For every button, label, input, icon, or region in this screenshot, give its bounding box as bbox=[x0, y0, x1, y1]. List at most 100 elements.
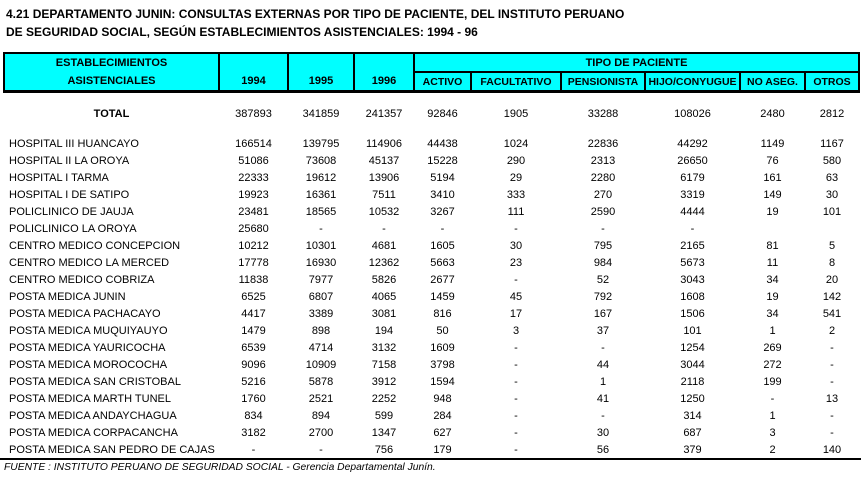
total-value: 33288 bbox=[587, 107, 619, 120]
cell-value: 1608 bbox=[680, 290, 705, 303]
cell-value: 10532 bbox=[368, 205, 400, 218]
cell-value: 25680 bbox=[238, 222, 269, 235]
cell-value: 19 bbox=[766, 205, 779, 218]
total-value: 2812 bbox=[819, 107, 845, 120]
cell-value: - bbox=[514, 341, 518, 354]
header-no-aseg: NO ASEG. bbox=[739, 71, 806, 94]
total-value: 241357 bbox=[365, 107, 403, 120]
cell-value: - bbox=[601, 409, 605, 422]
header-otros: OTROS bbox=[804, 71, 860, 94]
cell-value: 834 bbox=[244, 409, 263, 422]
spacer-row bbox=[4, 123, 859, 136]
cell-value: 379 bbox=[683, 443, 702, 456]
cell-value: 5663 bbox=[430, 256, 455, 269]
cell-value: 2677 bbox=[430, 273, 455, 286]
table-row: POSTA MEDICA SAN PEDRO DE CAJAS - - 756 … bbox=[4, 442, 859, 459]
cell-value: 627 bbox=[433, 426, 452, 439]
establishment-name: POSTA MEDICA SAN CRISTOBAL bbox=[9, 375, 181, 388]
cell-value: 56 bbox=[596, 443, 610, 456]
cell-value: 2313 bbox=[590, 154, 616, 167]
cell-value: 63 bbox=[825, 171, 839, 184]
cell-value: 1760 bbox=[241, 392, 266, 405]
establishment-name: POSTA MEDICA JUNIN bbox=[9, 290, 126, 303]
cell-value: - bbox=[514, 443, 518, 456]
table-header: ESTABLECIMIENTOS ASISTENCIALES 1994 1995… bbox=[3, 51, 860, 94]
establishment-name: POSTA MEDICA ANDAYCHAGUA bbox=[9, 409, 177, 422]
cell-value: 161 bbox=[763, 171, 782, 184]
cell-value: 22836 bbox=[587, 137, 619, 150]
table-row: HOSPITAL I TARMA 22333 19612 13906 5194 … bbox=[4, 170, 859, 187]
table-row: POLICLINICO LA OROYA 25680 - - - - - - bbox=[4, 221, 859, 238]
table-row: POLICLINICO DE JAUJA 23481 18565 10532 3… bbox=[4, 204, 859, 221]
total-value: 92846 bbox=[427, 107, 458, 120]
cell-value: 1254 bbox=[680, 341, 705, 354]
table-row: HOSPITAL III HUANCAYO 166514 139795 1149… bbox=[4, 136, 859, 153]
cell-value: - bbox=[830, 358, 834, 371]
cell-value: 7158 bbox=[371, 358, 397, 371]
cell-value: 898 bbox=[311, 324, 331, 337]
cell-value: 3798 bbox=[430, 358, 455, 371]
cell-value: 4444 bbox=[680, 205, 705, 218]
table-row: POSTA MEDICA MARTH TUNEL 1760 2521 2252 … bbox=[4, 391, 859, 408]
cell-value: 20 bbox=[825, 273, 839, 286]
establishment-name: POLICLINICO LA OROYA bbox=[9, 222, 137, 235]
cell-value: 45137 bbox=[368, 154, 400, 167]
cell-value: - bbox=[830, 426, 834, 439]
cell-value: 17778 bbox=[238, 256, 269, 269]
cell-value: 3043 bbox=[680, 273, 705, 286]
header-pensionista: PENSIONISTA bbox=[560, 71, 646, 94]
cell-value: 101 bbox=[822, 205, 842, 218]
cell-value: 2252 bbox=[371, 392, 397, 405]
cell-value: 111 bbox=[507, 205, 525, 218]
cell-value: 15228 bbox=[427, 154, 458, 167]
cell-value: 51086 bbox=[238, 154, 269, 167]
cell-value: 23481 bbox=[238, 205, 269, 218]
cell-value: 1609 bbox=[430, 341, 455, 354]
cell-value: - bbox=[514, 426, 518, 439]
cell-value: 1149 bbox=[760, 137, 785, 150]
cell-value: 599 bbox=[374, 409, 394, 422]
total-value: 108026 bbox=[674, 107, 711, 120]
table-row: POSTA MEDICA SAN CRISTOBAL 5216 5878 391… bbox=[4, 374, 859, 391]
cell-value: 4681 bbox=[371, 239, 397, 252]
cell-value: 29 bbox=[509, 171, 523, 184]
cell-value: 948 bbox=[433, 392, 452, 405]
cell-value: 139795 bbox=[302, 137, 340, 150]
cell-value: 16361 bbox=[305, 188, 337, 201]
cell-value: 5826 bbox=[371, 273, 397, 286]
cell-value: 50 bbox=[436, 324, 449, 337]
cell-value: 44292 bbox=[677, 137, 708, 150]
cell-value: 1459 bbox=[430, 290, 455, 303]
cell-value: 5878 bbox=[308, 375, 334, 388]
header-establecimientos-line2: ASISTENCIALES bbox=[67, 75, 156, 87]
cell-value: 45 bbox=[509, 290, 523, 303]
cell-value: 687 bbox=[683, 426, 702, 439]
table-row: HOSPITAL I DE SATIPO 19923 16361 7511 34… bbox=[4, 187, 859, 204]
header-hijo-conyugue: HIJO/CONYUGUE bbox=[644, 71, 741, 94]
cell-value: - bbox=[690, 222, 695, 235]
cell-value: 22333 bbox=[238, 171, 269, 184]
cell-value: 3267 bbox=[430, 205, 455, 218]
establishment-name: HOSPITAL III HUANCAYO bbox=[9, 137, 139, 150]
cell-value: 34 bbox=[766, 273, 779, 286]
establishment-name: CENTRO MEDICO COBRIZA bbox=[9, 273, 155, 286]
cell-value: 7977 bbox=[308, 273, 334, 286]
cell-value: 272 bbox=[763, 358, 782, 371]
cell-value: 140 bbox=[822, 443, 842, 456]
table-row: POSTA MEDICA CORPACANCHA 3182 2700 1347 … bbox=[4, 425, 859, 442]
cell-value: 3319 bbox=[680, 188, 705, 201]
cell-value: 3410 bbox=[430, 188, 455, 201]
establishment-name: HOSPITAL II LA OROYA bbox=[9, 154, 130, 167]
cell-value: 3044 bbox=[680, 358, 705, 371]
cell-value: - bbox=[251, 443, 256, 456]
cell-value: 19923 bbox=[238, 188, 269, 201]
table-row: HOSPITAL II LA OROYA 51086 73608 45137 1… bbox=[4, 153, 859, 170]
header-year-1994: 1994 bbox=[218, 52, 289, 93]
cell-value: - bbox=[514, 409, 518, 422]
cell-value: - bbox=[514, 358, 518, 371]
cell-value: 984 bbox=[593, 256, 613, 269]
cell-value: 199 bbox=[763, 375, 782, 388]
cell-value: - bbox=[830, 341, 834, 354]
cell-value: 2590 bbox=[590, 205, 616, 218]
cell-value: 1167 bbox=[820, 137, 844, 150]
